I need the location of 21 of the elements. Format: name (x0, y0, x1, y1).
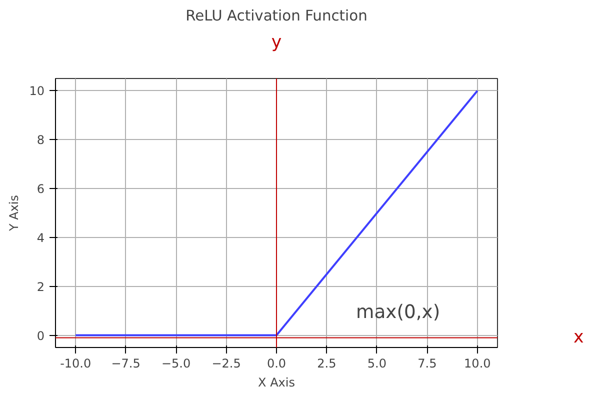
ref-line-label: y (271, 32, 282, 52)
y-tick-label: 10 (29, 84, 45, 98)
y-tick-label: 6 (36, 182, 45, 196)
x-tick-label: −5.0 (161, 356, 191, 370)
x-tick-label: 7.5 (418, 356, 437, 370)
x-tick-label: 10.0 (464, 356, 491, 370)
x-tick-label: 5.0 (367, 356, 387, 370)
y-tick-label: 4 (36, 230, 45, 245)
ref-line-label: x (574, 328, 584, 348)
y-tick-label: 8 (36, 133, 45, 148)
x-tick-label: −7.5 (111, 356, 140, 370)
x-tick-label: -10.0 (60, 356, 92, 370)
x-tick-label: −2.5 (212, 356, 241, 370)
y-tick-label: 2 (36, 280, 45, 294)
x-tick-label: 2.5 (317, 356, 336, 370)
y-tick-label: 0 (36, 328, 45, 343)
y-axis-title: Y Axis (7, 194, 22, 232)
chart-title: ReLU Activation Function (186, 8, 368, 24)
annotation: max(0,x) (356, 302, 440, 324)
x-axis-title: X Axis (258, 376, 295, 390)
x-tick-label: 0.0 (266, 356, 286, 370)
